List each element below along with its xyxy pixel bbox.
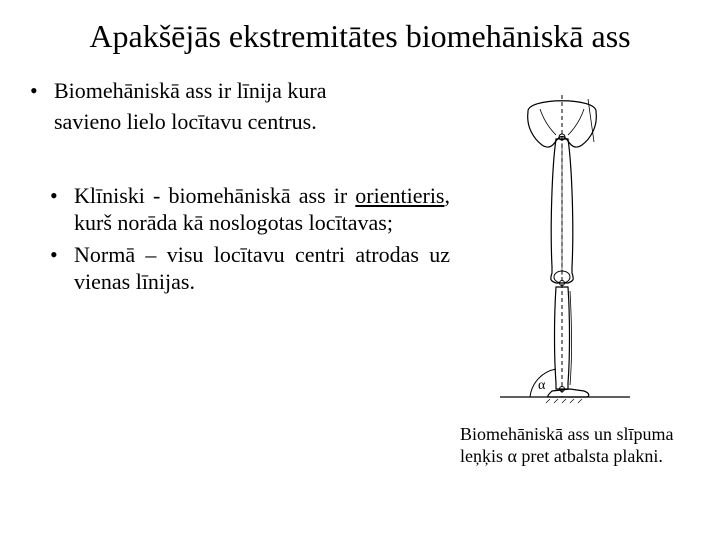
leg-diagram: α (490, 77, 640, 417)
bullet-3: • Normā – visu locītavu centri atrodas u… (50, 241, 450, 296)
bullet-3-text: Normā – visu locītavu centri atrodas uz … (74, 241, 450, 296)
bullet-1: • Biomehāniskā ass ir līnija kura (30, 77, 450, 105)
bullet-group-2: • Klīniski - biomehāniskā ass ir orienti… (30, 182, 450, 296)
bullet-2: • Klīniski - biomehāniskā ass ir orienti… (50, 182, 450, 237)
bullet-2-text: Klīniski - biomehāniskā ass ir orientier… (74, 182, 450, 237)
figure-column: α (460, 77, 690, 468)
figure-caption: Biomehāniskā ass un slīpuma leņķis α pre… (460, 423, 690, 468)
bullet-dot: • (50, 241, 74, 296)
bullet-dot: • (30, 77, 54, 105)
content-row: • Biomehāniskā ass ir līnija kura savien… (30, 77, 690, 468)
bullet-dot: • (50, 182, 74, 237)
angle-label: α (538, 378, 546, 393)
text-column: • Biomehāniskā ass ir līnija kura savien… (30, 77, 460, 468)
slide: Apakšējās ekstremitātes biomehāniskā ass… (0, 0, 720, 540)
leg-svg: α (490, 77, 640, 417)
page-title: Apakšējās ekstremitātes biomehāniskā ass (30, 18, 690, 55)
bullet-group-1: • Biomehāniskā ass ir līnija kura savien… (30, 77, 450, 136)
bullet-1-line1: Biomehāniskā ass ir līnija kura (54, 77, 450, 105)
bullet-1-line2: savieno lielo locītavu centrus. (30, 108, 450, 136)
